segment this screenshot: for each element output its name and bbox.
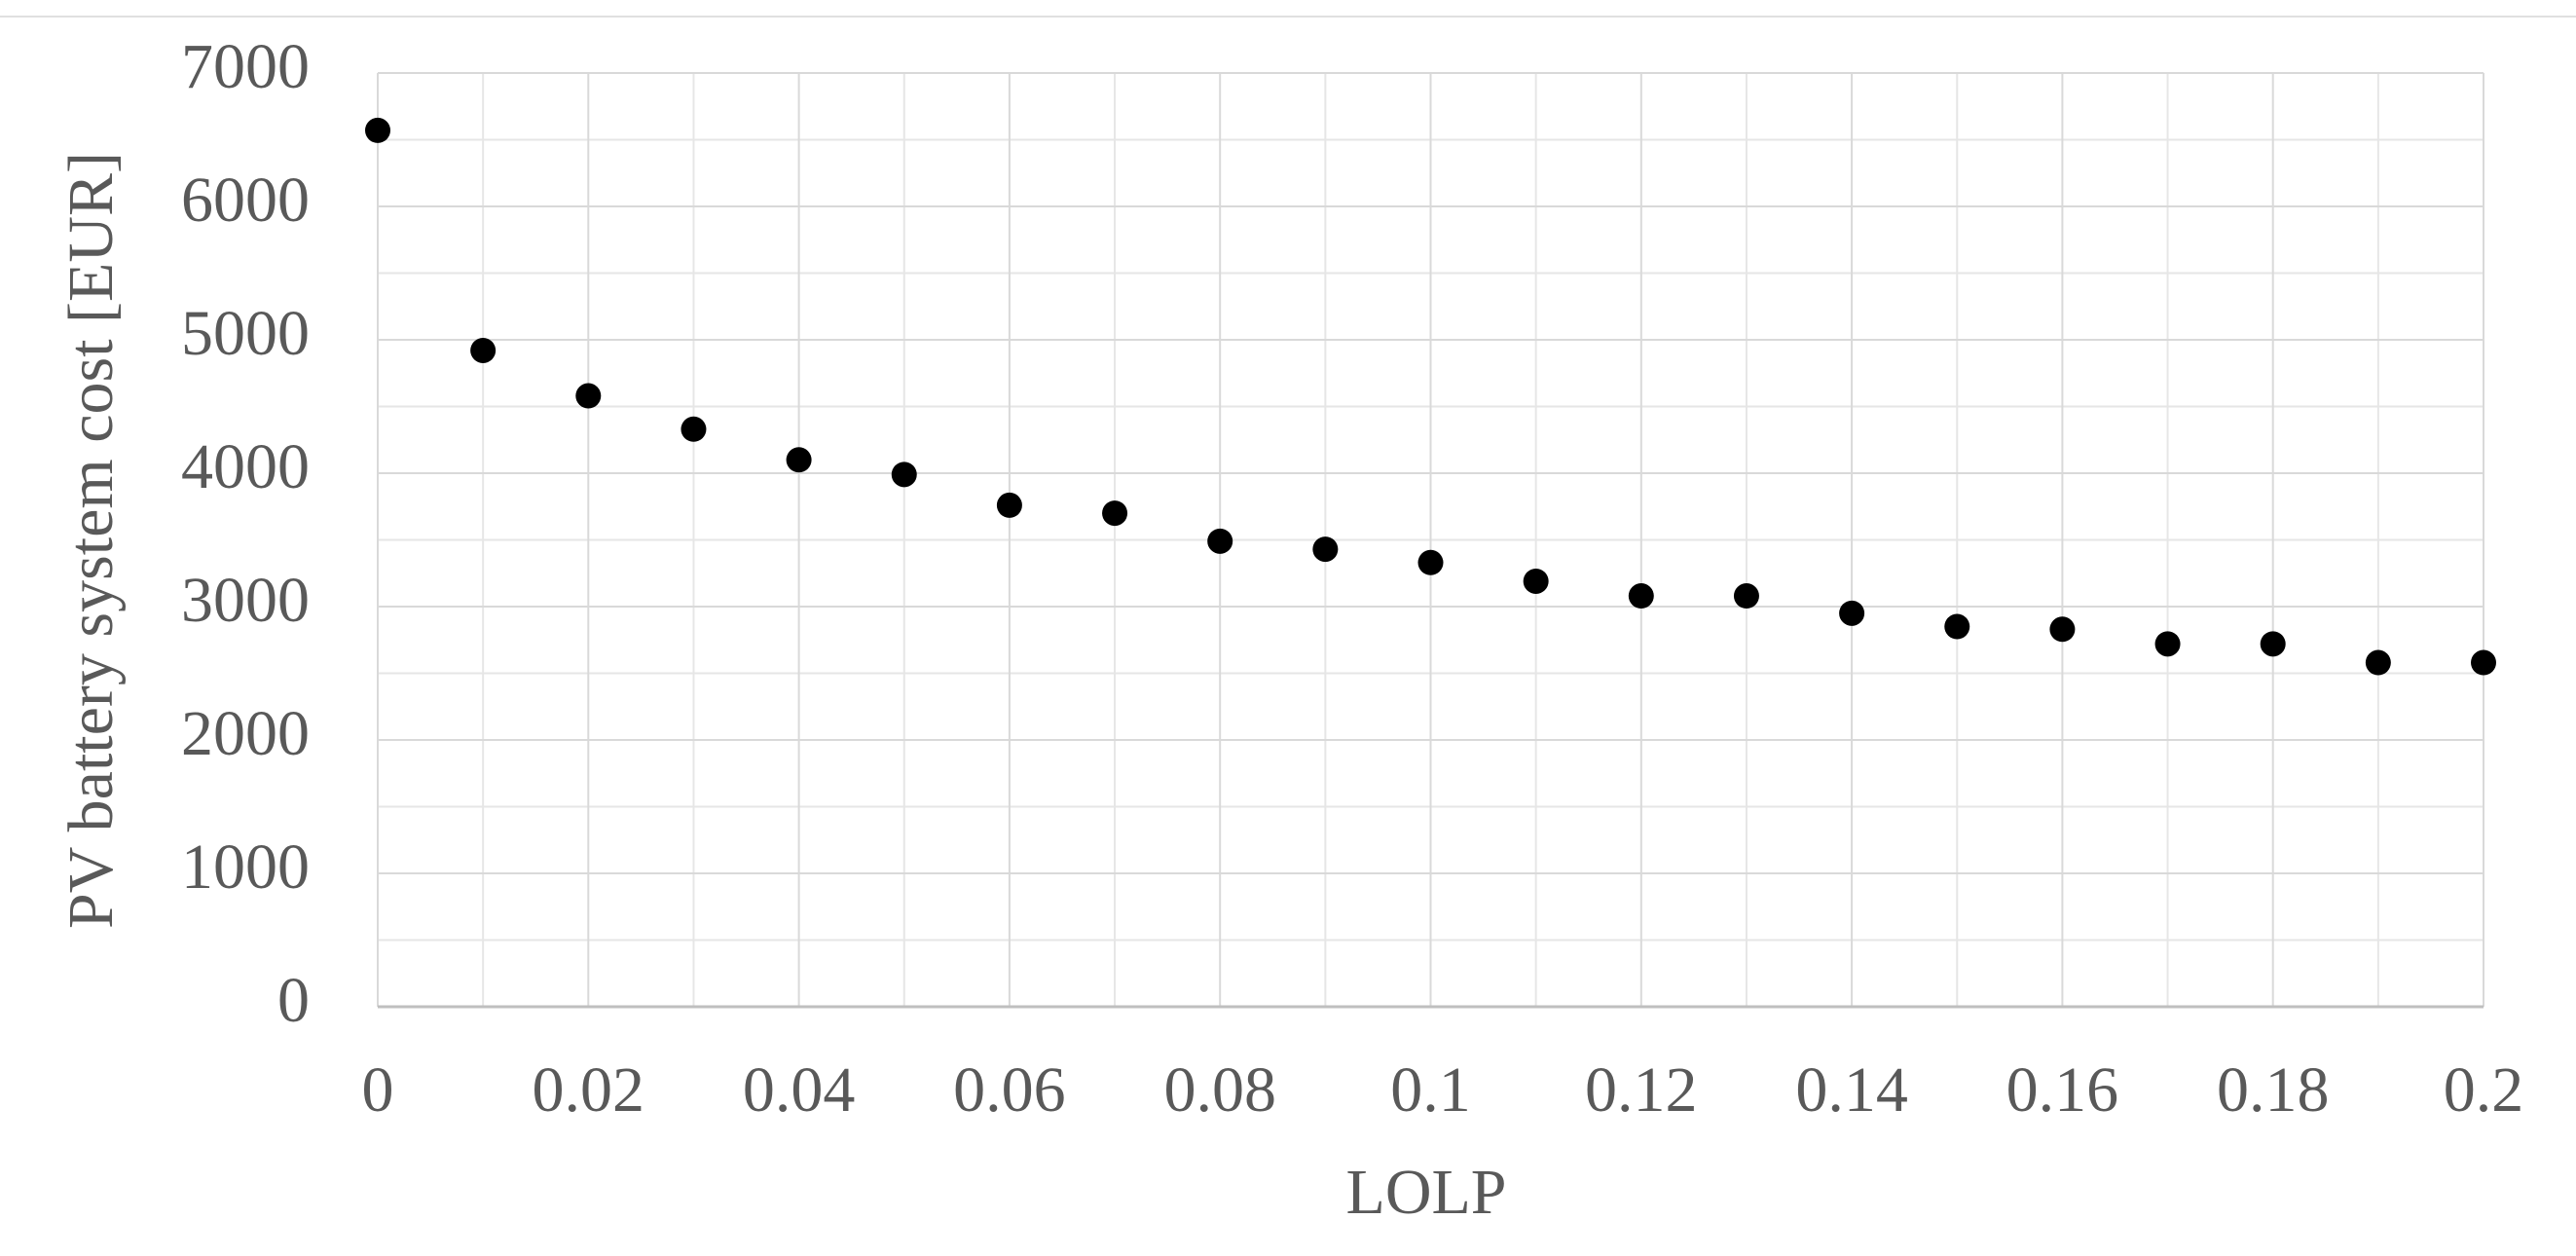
y-tick-label: 6000 <box>181 165 310 236</box>
point <box>786 447 812 473</box>
y-tick-label: 5000 <box>181 298 310 369</box>
point <box>2365 649 2391 676</box>
point <box>1628 583 1654 610</box>
y-tick-label: 7000 <box>181 31 310 102</box>
point <box>1944 613 1970 640</box>
point <box>1102 500 1128 527</box>
point <box>1523 568 1549 594</box>
grid <box>377 72 2484 1009</box>
y-tick-label: 2000 <box>181 698 310 769</box>
x-tick-label: 0.12 <box>1585 1054 1698 1126</box>
point <box>2049 616 2076 643</box>
point <box>2260 631 2286 657</box>
point <box>365 117 390 143</box>
x-tick-label: 0.04 <box>743 1054 856 1126</box>
y-tick-label: 1000 <box>181 831 310 903</box>
x-tick-label: 0.16 <box>2006 1054 2119 1126</box>
point <box>2154 631 2181 657</box>
point <box>1207 528 1233 554</box>
x-tick-label: 0.14 <box>1795 1054 1908 1126</box>
x-tick-label: 0.06 <box>953 1054 1066 1126</box>
point <box>1733 583 1759 610</box>
x-tick-label: 0.2 <box>2444 1054 2524 1126</box>
point <box>891 462 917 488</box>
x-tick-label: 0.1 <box>1390 1054 1471 1126</box>
y-tick-label: 0 <box>277 965 310 1036</box>
point <box>1417 549 1444 575</box>
marks <box>365 117 2496 676</box>
point <box>1312 536 1339 563</box>
point <box>2471 649 2496 676</box>
x-tick-label: 0 <box>362 1054 394 1126</box>
x-axis-title: LOLP <box>1346 1157 1507 1228</box>
x-tick-label: 0.18 <box>2217 1054 2330 1126</box>
x-tick-label: 0.08 <box>1163 1054 1276 1126</box>
y-axis-title: PV battery system cost [EUR] <box>55 152 127 929</box>
x-tick-label: 0.02 <box>533 1054 645 1126</box>
point <box>996 492 1022 518</box>
y-tick-label: 4000 <box>181 431 310 502</box>
point <box>470 337 497 363</box>
y-tick-label: 3000 <box>181 565 310 636</box>
point <box>681 416 707 442</box>
point <box>1839 600 1865 626</box>
point <box>575 383 602 409</box>
